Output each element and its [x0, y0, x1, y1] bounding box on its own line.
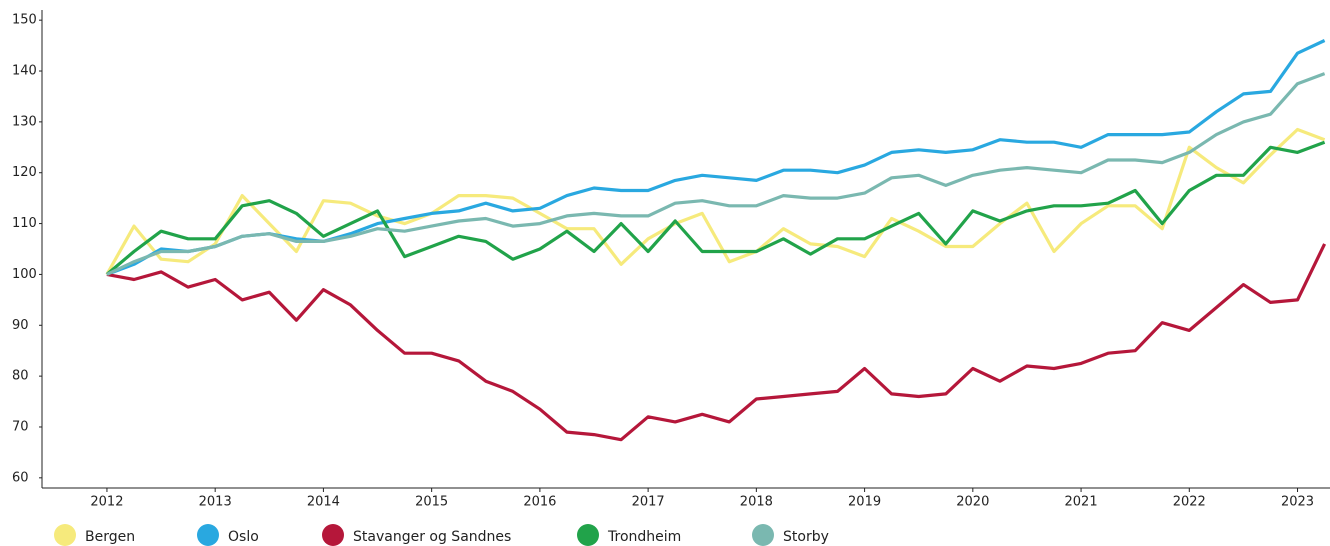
- y-tick-label: 60: [12, 470, 29, 485]
- y-tick-label: 120: [12, 165, 37, 180]
- legend-label: Trondheim: [607, 529, 681, 545]
- legend-swatch: [322, 524, 344, 546]
- y-tick-label: 110: [12, 216, 37, 231]
- x-tick-label: 2018: [740, 495, 773, 510]
- legend-label: Bergen: [85, 529, 135, 545]
- y-tick-label: 150: [12, 13, 37, 28]
- legend-label: Storby: [783, 529, 829, 545]
- x-tick-label: 2013: [199, 495, 232, 510]
- series-line: [106, 243, 1327, 442]
- x-tick-label: 2014: [307, 495, 340, 510]
- legend: Bergen Oslo Stavanger og Sandnes Trondheim S…: [54, 524, 829, 546]
- legend-label: Stavanger og Sandnes: [353, 529, 511, 545]
- x-tick-label: 2015: [415, 495, 448, 510]
- x-tick-label: 2019: [848, 495, 881, 510]
- legend-swatch: [752, 524, 774, 546]
- x-tick-label: 2012: [90, 495, 123, 510]
- legend-label: Oslo: [228, 529, 259, 545]
- y-tick-label: 140: [12, 64, 37, 79]
- y-tick-label: 70: [12, 419, 29, 434]
- y-tick-label: 90: [12, 318, 29, 333]
- legend-swatch: [577, 524, 599, 546]
- y-tick-label: 80: [12, 369, 29, 384]
- y-tick-label: 100: [12, 267, 37, 282]
- legend-swatch: [197, 524, 219, 546]
- x-tick-label: 2016: [523, 495, 556, 510]
- legend-swatch: [54, 524, 76, 546]
- x-tick-label: 2022: [1173, 495, 1206, 510]
- y-tick-label: 130: [12, 114, 37, 129]
- x-tick-label: 2017: [632, 495, 665, 510]
- series-line: [105, 140, 1326, 276]
- x-tick-label: 2023: [1281, 495, 1314, 510]
- series-line: [106, 72, 1326, 276]
- x-tick-label: 2020: [956, 495, 989, 510]
- x-tick-label: 2021: [1065, 495, 1098, 510]
